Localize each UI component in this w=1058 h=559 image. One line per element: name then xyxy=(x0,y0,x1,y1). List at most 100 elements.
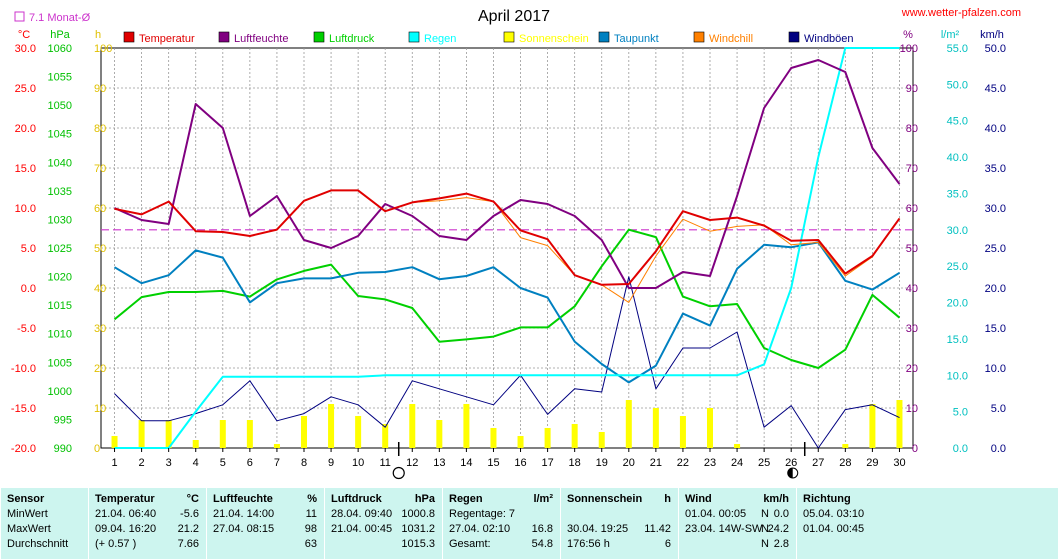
unit-label-right: l/m² xyxy=(941,29,960,41)
series-line-taupunkt xyxy=(113,241,901,384)
statistics-label: 21.04. 00:45 xyxy=(331,523,393,535)
pressure-tick-label: 1030 xyxy=(48,214,72,226)
statistics-label: Durchschnitt xyxy=(7,538,69,550)
sunshine-bar xyxy=(707,408,713,448)
statistics-value: km/h xyxy=(763,493,789,505)
day-tick-label: 27 xyxy=(812,457,824,469)
sunshine-tick-label: 60 xyxy=(94,203,106,215)
day-tick-label: 23 xyxy=(704,457,716,469)
day-tick-label: 19 xyxy=(596,457,608,469)
sunshine-bar xyxy=(869,404,876,448)
day-tick-label: 29 xyxy=(866,457,878,469)
temperature-tick-label: -5.0 xyxy=(17,323,36,335)
series-line-windböen xyxy=(114,276,900,449)
wind-tick-label: 5.0 xyxy=(991,403,1006,415)
wind-tick-label: 35.0 xyxy=(985,163,1006,175)
statistics-label: 27.04. 02:10 xyxy=(449,523,511,535)
statistics-value: 6 xyxy=(664,538,671,550)
statistics-value: hPa xyxy=(414,493,435,505)
day-tick-label: 5 xyxy=(220,457,226,469)
sunshine-bar xyxy=(571,424,578,448)
sunshine-bar xyxy=(246,420,253,448)
sunshine-bar xyxy=(409,404,416,448)
statistics-row: 01.04. 00:45 N xyxy=(761,522,917,537)
pressure-tick-label: 1025 xyxy=(48,243,72,255)
statistics-column-rain: Regen l/m² Regentage: 7 27.04. 02:10 16.8 Ges… xyxy=(442,488,561,559)
sunshine-bar xyxy=(138,420,145,448)
unit-label-right: km/h xyxy=(980,29,1004,41)
statistics-column-dir: Richtung 05.04. 03:10 N 01.04. 00:45 N N xyxy=(761,488,917,559)
day-tick-label: 1 xyxy=(111,457,117,469)
statistics-value: 1015.3 xyxy=(401,538,435,550)
humidity-tick-label: 80 xyxy=(906,123,918,135)
humidity-tick-label: 40 xyxy=(906,283,918,295)
statistics-label: Temperatur xyxy=(95,493,155,505)
statistics-label: MinWert xyxy=(7,508,48,520)
series-line-regen xyxy=(114,47,900,449)
pressure-tick-label: 1010 xyxy=(48,329,72,341)
temperature-tick-label: 5.0 xyxy=(21,243,36,255)
moon-markers xyxy=(392,442,806,480)
statistics-label: 21.04. 06:40 xyxy=(95,508,157,520)
statistics-label: 176:56 h xyxy=(567,538,610,550)
statistics-value: 11.42 xyxy=(644,523,671,535)
day-tick-label: 4 xyxy=(193,457,199,469)
rain-tick-label: 25.0 xyxy=(947,261,968,273)
rain-tick-label: 40.0 xyxy=(947,152,968,164)
statistics-row: 05.04. 03:10 N xyxy=(761,507,917,522)
sunshine-tick-label: 20 xyxy=(94,363,106,375)
legend-swatch xyxy=(218,31,230,43)
legend-label: Luftfeuchte xyxy=(234,33,288,45)
rain-tick-label: 5.0 xyxy=(953,407,968,419)
temperature-tick-label: 25.0 xyxy=(15,83,36,95)
wind-tick-label: 50.0 xyxy=(985,43,1006,55)
statistics-row: 28.04. 09:40 1000.8 xyxy=(325,507,443,522)
day-tick-label: 3 xyxy=(166,457,172,469)
statistics-row: 30.04. 19:25 11.42 xyxy=(561,522,679,537)
statistics-label: Luftdruck xyxy=(331,493,382,505)
pressure-tick-label: 1000 xyxy=(48,386,72,398)
humidity-tick-label: 70 xyxy=(906,163,918,175)
statistics-row: (+ 0.57 ) 7.66 xyxy=(89,537,207,552)
wind-tick-label: 20.0 xyxy=(985,283,1006,295)
humidity-tick-label: 20 xyxy=(906,363,918,375)
watermark-link[interactable]: www.wetter-pfalzen.com xyxy=(901,7,1021,19)
statistics-column-press: Luftdruck hPa 28.04. 09:40 1000.8 21.04. 00:… xyxy=(324,488,443,559)
sunshine-bar xyxy=(436,420,443,448)
legend-label: Temperatur xyxy=(139,33,195,45)
statistics-row: 2.8 xyxy=(679,537,797,552)
statistics-value: 63 xyxy=(304,538,317,550)
day-tick-label: 26 xyxy=(785,457,797,469)
sunshine-bar xyxy=(192,440,199,448)
statistics-row: 21.04. 14:00 11 xyxy=(207,507,325,522)
statistics-row: Durchschnitt xyxy=(1,537,89,552)
statistics-row: Regentage: 7 xyxy=(443,507,561,522)
day-tick-label: 15 xyxy=(487,457,499,469)
statistics-value: 1000.8 xyxy=(401,508,435,520)
sunshine-bar xyxy=(490,428,497,448)
unit-label-left: h xyxy=(95,29,101,41)
pressure-tick-label: 1060 xyxy=(48,43,72,55)
temperature-tick-label: 10.0 xyxy=(15,203,36,215)
chart-legend: Temperatur Luftfeuchte Luftdruck Regen Sonne… xyxy=(123,31,854,45)
statistics-value: 24.2 xyxy=(767,523,789,535)
temperature-tick-label: -20.0 xyxy=(11,443,36,455)
chart-title: April 2017 xyxy=(478,8,550,25)
day-tick-label: 2 xyxy=(139,457,145,469)
humidity-tick-label: 100 xyxy=(900,43,918,55)
statistics-label: 23.04. 14W-SW xyxy=(685,523,763,535)
axis-ticks: 30.025.020.015.010.05.00.0-5.0-10.0-15.0… xyxy=(11,43,1006,469)
statistics-row: 1015.3 xyxy=(325,537,443,552)
legend-swatch xyxy=(123,31,135,43)
pressure-tick-label: 990 xyxy=(54,443,72,455)
day-tick-label: 10 xyxy=(352,457,364,469)
rain-tick-label: 35.0 xyxy=(947,188,968,200)
statistics-value: N xyxy=(761,508,769,520)
sunshine-bar xyxy=(382,424,389,448)
statistics-label: Richtung xyxy=(803,493,851,505)
statistics-value: °C xyxy=(186,493,199,505)
statistics-label: 27.04. 08:15 xyxy=(213,523,275,535)
rain-tick-label: 15.0 xyxy=(947,334,968,346)
temperature-tick-label: 30.0 xyxy=(15,43,36,55)
temperature-tick-label: 15.0 xyxy=(15,163,36,175)
